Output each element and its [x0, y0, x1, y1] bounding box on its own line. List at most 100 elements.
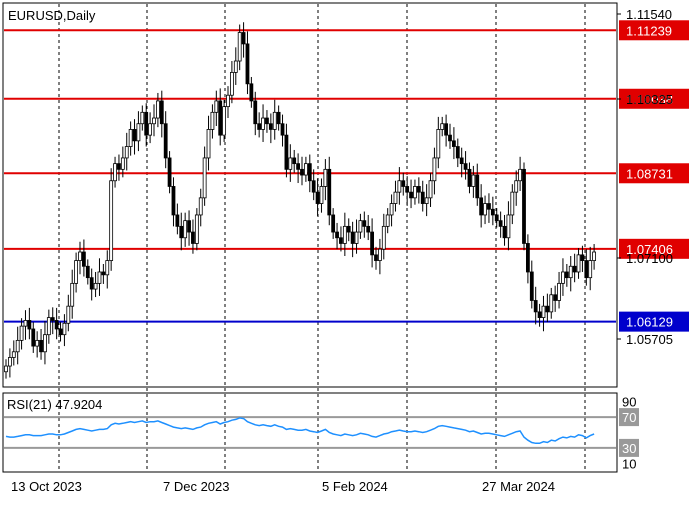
candle-142 — [557, 271, 561, 309]
candle-80 — [315, 178, 320, 217]
candle-99 — [389, 194, 394, 227]
candle-114 — [448, 123, 452, 149]
candle-138 — [541, 295, 546, 332]
candle-29 — [117, 154, 121, 181]
candle-94 — [370, 218, 375, 268]
candle-46 — [183, 212, 188, 247]
price-tick-2: 1.07100 — [626, 251, 673, 266]
candle-7 — [31, 322, 36, 353]
candle-109 — [428, 172, 433, 207]
svg-text:70: 70 — [622, 410, 636, 425]
candle-120 — [471, 165, 476, 198]
candle-137 — [537, 303, 542, 327]
rsi-plot-frame — [2, 392, 618, 473]
candle-125 — [490, 196, 495, 226]
candle-43 — [171, 177, 176, 227]
candle-48 — [191, 219, 195, 254]
candle-122 — [479, 184, 484, 228]
candle-2 — [11, 340, 16, 366]
candle-76 — [300, 156, 304, 186]
candle-50 — [198, 188, 203, 227]
level-lines: 1.11239 1.10038 1.08731 1.07406 1.06129 — [4, 20, 689, 332]
svg-text:1.08731: 1.08731 — [626, 166, 673, 181]
candle-127 — [498, 211, 503, 238]
price-axis: 1.11540 1.10325 1.07100 1.05705 — [617, 7, 673, 347]
candle-11 — [46, 309, 51, 344]
rsi-tick-10: 10 — [622, 456, 636, 471]
candle-129 — [506, 201, 511, 251]
rsi-label: RSI(21) 47.9204 — [7, 397, 102, 412]
svg-text:1.07406: 1.07406 — [626, 242, 673, 257]
candle-131 — [514, 170, 519, 206]
candle-5 — [23, 310, 28, 340]
candle-78 — [307, 154, 312, 193]
candle-36 — [144, 103, 149, 147]
candle-100 — [393, 180, 398, 212]
candle-42 — [167, 151, 172, 194]
candle-83 — [327, 156, 332, 226]
candle-141 — [553, 285, 558, 312]
candle-19 — [78, 241, 82, 275]
candle-126 — [494, 208, 499, 228]
candle-101 — [397, 167, 402, 205]
candle-65 — [257, 112, 262, 138]
candle-118 — [463, 151, 468, 180]
candle-31 — [124, 132, 129, 171]
candle-95 — [374, 246, 378, 270]
candle-37 — [148, 112, 153, 144]
candle-113 — [444, 114, 449, 147]
candle-27 — [109, 168, 114, 271]
price-tick-1: 1.10325 — [626, 92, 673, 107]
candle-82 — [323, 159, 328, 201]
candle-140 — [549, 287, 554, 319]
candle-89 — [350, 221, 355, 258]
candle-69 — [272, 99, 277, 140]
candle-146 — [572, 253, 577, 283]
candle-58 — [229, 61, 234, 104]
candle-55 — [218, 88, 223, 146]
candle-38 — [152, 104, 156, 137]
candle-12 — [50, 307, 55, 335]
candle-149 — [584, 249, 589, 286]
candle-134 — [525, 234, 530, 284]
candle-9 — [39, 328, 43, 360]
candle-13 — [54, 307, 59, 340]
candle-39 — [155, 92, 160, 128]
level-label-3: 1.07406 — [619, 238, 689, 259]
candle-1 — [7, 348, 12, 378]
level-label-2: 1.08731 — [619, 163, 689, 184]
rsi-tick-30: 30 — [619, 438, 639, 457]
candle-92 — [362, 211, 367, 238]
candle-23 — [93, 271, 98, 298]
candle-105 — [413, 179, 417, 205]
svg-text:30: 30 — [622, 441, 636, 456]
candle-21 — [85, 259, 90, 285]
candle-33 — [132, 119, 137, 155]
candle-30 — [120, 146, 125, 178]
time-axis: 13 Oct 2023 7 Dec 2023 5 Feb 2024 27 Mar 20… — [11, 479, 555, 494]
candle-143 — [561, 258, 565, 296]
rsi-line — [5, 417, 595, 445]
candle-26 — [105, 250, 110, 289]
candle-121 — [475, 163, 480, 206]
candle-57 — [226, 86, 230, 119]
candle-104 — [409, 179, 413, 209]
candle-75 — [296, 153, 301, 184]
candle-6 — [27, 307, 32, 340]
candle-108 — [424, 184, 429, 217]
candle-49 — [194, 208, 199, 251]
candle-110 — [432, 147, 437, 195]
x-tick-2: 5 Feb 2024 — [322, 479, 388, 494]
candle-107 — [420, 180, 425, 212]
candle-54 — [214, 90, 219, 127]
candle-85 — [335, 222, 339, 250]
candle-123 — [483, 195, 487, 225]
rsi-tick-90: 90 — [622, 395, 636, 410]
candle-93 — [366, 214, 371, 241]
price-tick-0: 1.11540 — [626, 7, 672, 22]
level-label-0: 1.11239 — [619, 20, 689, 41]
candle-74 — [292, 149, 297, 173]
candle-25 — [101, 263, 106, 284]
candle-97 — [381, 213, 386, 260]
